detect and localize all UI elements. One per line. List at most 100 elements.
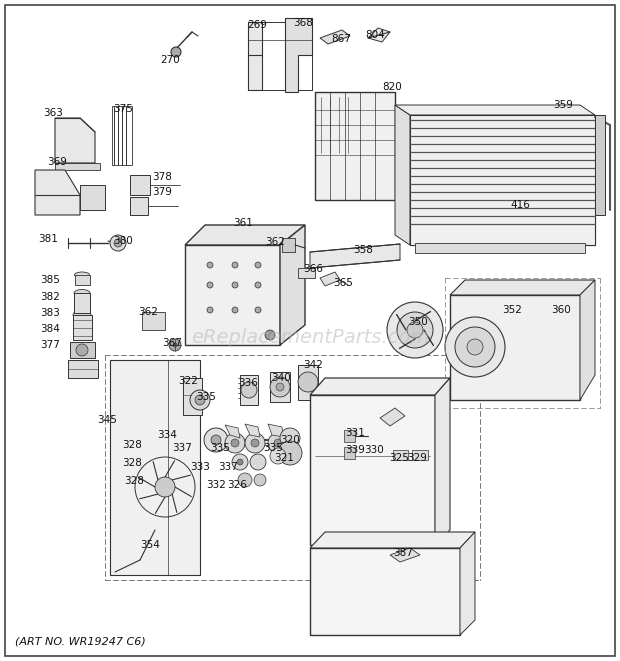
Circle shape: [265, 330, 275, 340]
Circle shape: [190, 390, 210, 410]
Polygon shape: [35, 170, 80, 215]
Text: 270: 270: [160, 55, 180, 65]
Circle shape: [445, 317, 505, 377]
Text: 361: 361: [233, 218, 253, 228]
Circle shape: [238, 473, 252, 487]
Circle shape: [254, 474, 266, 486]
Text: 383: 383: [40, 308, 60, 318]
Polygon shape: [75, 275, 90, 285]
Text: 867: 867: [331, 34, 351, 44]
Text: 329: 329: [407, 453, 427, 463]
Circle shape: [270, 448, 286, 464]
Text: 380: 380: [113, 236, 133, 246]
Circle shape: [169, 339, 181, 351]
Text: 322: 322: [178, 376, 198, 386]
Text: 337: 337: [218, 462, 238, 472]
Polygon shape: [285, 18, 312, 92]
Polygon shape: [183, 378, 202, 415]
Circle shape: [207, 282, 213, 288]
Text: 384: 384: [40, 324, 60, 334]
Text: 381: 381: [38, 234, 58, 244]
Text: 326: 326: [227, 480, 247, 490]
Polygon shape: [282, 238, 295, 252]
Polygon shape: [270, 372, 290, 402]
Text: 369: 369: [47, 157, 67, 167]
Circle shape: [195, 395, 205, 405]
Polygon shape: [344, 430, 355, 442]
Polygon shape: [80, 185, 105, 210]
Text: 359: 359: [553, 100, 573, 110]
Text: 820: 820: [382, 82, 402, 92]
Text: 350: 350: [408, 317, 428, 327]
Polygon shape: [460, 532, 475, 635]
Text: eReplacementParts.com: eReplacementParts.com: [191, 328, 429, 346]
Polygon shape: [435, 378, 450, 545]
Circle shape: [207, 307, 213, 313]
Polygon shape: [344, 447, 355, 459]
Text: (ART NO. WR19247 C6): (ART NO. WR19247 C6): [15, 636, 146, 646]
Circle shape: [110, 235, 126, 251]
Polygon shape: [73, 315, 92, 340]
Polygon shape: [130, 197, 148, 215]
Polygon shape: [368, 28, 390, 42]
Circle shape: [231, 439, 239, 447]
Text: 342: 342: [303, 360, 323, 370]
Circle shape: [270, 377, 290, 397]
Circle shape: [467, 339, 483, 355]
Polygon shape: [298, 365, 318, 400]
Text: 416: 416: [510, 200, 530, 210]
Polygon shape: [68, 360, 98, 378]
Circle shape: [298, 372, 318, 392]
Circle shape: [241, 382, 257, 398]
Circle shape: [397, 312, 433, 348]
Text: 339: 339: [345, 445, 365, 455]
Polygon shape: [415, 243, 585, 253]
Bar: [315, 440, 430, 480]
Polygon shape: [395, 105, 410, 245]
Text: 320: 320: [280, 435, 299, 445]
Polygon shape: [248, 22, 262, 90]
Text: 328: 328: [122, 440, 142, 450]
Polygon shape: [142, 312, 165, 330]
Text: 332: 332: [206, 480, 226, 490]
Text: 366: 366: [303, 264, 323, 274]
Polygon shape: [110, 360, 200, 575]
Text: 378: 378: [152, 172, 172, 182]
Text: 335: 335: [196, 392, 216, 402]
Text: 325: 325: [389, 453, 409, 463]
Circle shape: [245, 433, 265, 453]
Polygon shape: [310, 244, 400, 268]
Polygon shape: [70, 342, 95, 358]
Polygon shape: [268, 424, 284, 437]
Text: 382: 382: [40, 292, 60, 302]
Polygon shape: [74, 293, 90, 313]
Polygon shape: [580, 280, 595, 400]
Text: 337: 337: [172, 443, 192, 453]
Circle shape: [274, 439, 282, 447]
Bar: [318, 403, 348, 428]
Polygon shape: [245, 424, 260, 437]
Polygon shape: [280, 225, 305, 345]
Bar: [318, 95, 358, 155]
Bar: [131, 176, 149, 194]
Bar: [248, 55, 262, 90]
Bar: [320, 97, 356, 153]
Circle shape: [255, 282, 261, 288]
Polygon shape: [380, 408, 405, 426]
Polygon shape: [450, 295, 580, 400]
Polygon shape: [130, 175, 150, 195]
Text: 375: 375: [113, 104, 133, 114]
Circle shape: [155, 477, 175, 497]
Circle shape: [278, 441, 302, 465]
Polygon shape: [185, 245, 280, 345]
Polygon shape: [412, 450, 428, 460]
Polygon shape: [320, 272, 340, 286]
Polygon shape: [320, 30, 350, 44]
Bar: [510, 305, 570, 355]
Circle shape: [173, 343, 177, 347]
Text: 804: 804: [365, 30, 385, 40]
Circle shape: [250, 454, 266, 470]
Bar: [112, 550, 124, 568]
Circle shape: [255, 262, 261, 268]
Polygon shape: [395, 105, 595, 115]
